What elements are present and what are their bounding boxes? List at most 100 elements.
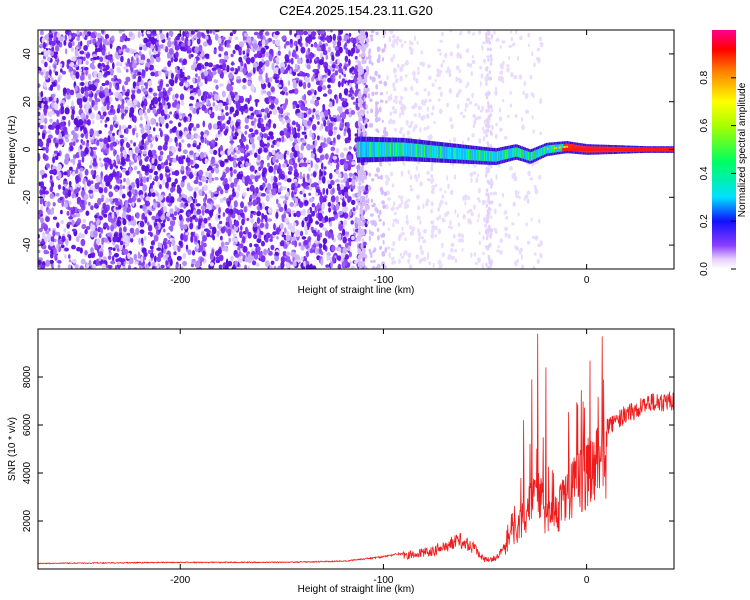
noise-pixel: [133, 253, 138, 261]
noise-pixel: [206, 229, 211, 234]
noise-pixel: [318, 59, 324, 66]
noise-pixel: [41, 194, 46, 199]
noise-pixel: [283, 243, 288, 249]
noise-pixel: [365, 194, 368, 199]
noise-pixel: [183, 115, 187, 122]
noise-pixel: [277, 45, 281, 50]
noise-pixel: [490, 109, 494, 113]
noise-pixel: [48, 37, 52, 42]
noise-pixel: [329, 60, 334, 65]
noise-pixel: [104, 123, 108, 128]
noise-pixel: [518, 249, 522, 255]
noise-pixel: [118, 204, 122, 210]
noise-pixel: [298, 242, 302, 247]
noise-pixel: [506, 67, 510, 73]
noise-pixel: [215, 204, 221, 208]
noise-pixel: [160, 264, 165, 269]
noise-pixel: [274, 97, 279, 105]
noise-pixel: [454, 258, 458, 264]
noise-pixel: [55, 192, 60, 197]
noise-pixel: [93, 169, 97, 176]
noise-pixel: [288, 50, 291, 57]
noise-pixel: [99, 43, 103, 50]
noise-pixel: [40, 217, 44, 224]
noise-pixel: [164, 135, 170, 141]
noise-pixel: [357, 202, 361, 206]
noise-pixel: [317, 212, 323, 221]
noise-pixel: [335, 195, 339, 202]
noise-pixel: [75, 212, 81, 218]
noise-pixel: [51, 126, 55, 130]
noise-pixel: [84, 107, 88, 114]
noise-pixel: [68, 180, 72, 187]
noise-pixel: [445, 69, 448, 74]
noise-pixel: [155, 136, 159, 142]
noise-pixel: [130, 139, 133, 144]
noise-pixel: [386, 246, 391, 250]
noise-pixel: [409, 225, 412, 230]
noise-pixel: [113, 75, 118, 79]
noise-pixel: [354, 91, 358, 97]
noise-pixel: [447, 255, 451, 260]
noise-pixel: [242, 236, 246, 244]
noise-pixel: [65, 241, 69, 246]
noise-pixel: [410, 51, 414, 55]
noise-pixel: [211, 226, 217, 235]
noise-pixel: [169, 168, 173, 173]
noise-pixel: [75, 175, 80, 182]
noise-pixel: [297, 73, 301, 77]
noise-pixel: [89, 164, 93, 169]
noise-pixel: [166, 32, 169, 39]
noise-pixel: [40, 199, 43, 205]
noise-pixel: [247, 256, 252, 264]
noise-pixel: [139, 229, 145, 234]
noise-pixel: [319, 154, 325, 161]
noise-pixel: [260, 88, 264, 96]
noise-pixel: [129, 166, 132, 174]
noise-pixel: [538, 218, 541, 224]
noise-pixel: [287, 187, 290, 192]
noise-pixel: [515, 246, 519, 251]
noise-pixel: [102, 38, 108, 46]
noise-pixel: [53, 61, 57, 65]
noise-pixel: [276, 73, 280, 80]
noise-pixel: [404, 250, 408, 255]
noise-pixel: [164, 46, 169, 53]
noise-pixel: [134, 154, 138, 161]
noise-pixel: [499, 45, 502, 49]
noise-pixel: [107, 55, 113, 61]
noise-pixel: [362, 171, 367, 175]
noise-pixel: [444, 52, 448, 59]
noise-pixel: [187, 212, 191, 216]
noise-pixel: [477, 213, 480, 219]
noise-pixel: [255, 172, 261, 176]
noise-pixel: [302, 81, 307, 90]
noise-pixel: [118, 231, 123, 239]
noise-pixel: [278, 68, 281, 75]
noise-pixel: [312, 69, 318, 73]
noise-pixel: [175, 51, 179, 59]
noise-pixel: [346, 154, 353, 161]
noise-pixel: [311, 132, 315, 141]
noise-pixel: [80, 125, 85, 130]
noise-pixel: [38, 153, 41, 161]
noise-pixel: [122, 265, 126, 269]
noise-pixel: [491, 124, 494, 131]
noise-pixel: [172, 157, 178, 163]
noise-pixel: [446, 102, 449, 108]
noise-pixel: [361, 261, 366, 267]
noise-pixel: [399, 129, 403, 135]
noise-pixel: [92, 161, 98, 167]
noise-pixel: [495, 122, 499, 127]
noise-pixel: [119, 240, 124, 246]
noise-pixel: [187, 75, 191, 80]
noise-pixel: [126, 232, 131, 237]
noise-pixel: [450, 247, 454, 253]
noise-pixel: [307, 82, 311, 89]
noise-pixel: [39, 140, 44, 148]
noise-pixel: [82, 218, 86, 224]
noise-pixel: [71, 214, 77, 218]
noise-pixel: [102, 111, 107, 117]
noise-pixel: [209, 106, 213, 111]
